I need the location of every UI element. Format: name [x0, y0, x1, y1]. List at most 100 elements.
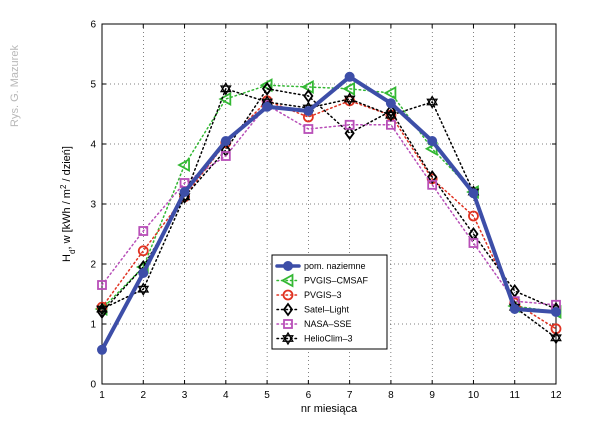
legend-marker-pvgis-3: [282, 289, 294, 301]
hexagram-triangle-down: [426, 98, 439, 109]
series-line-nasa-sse: [101, 104, 557, 306]
y-axis-title: Hd, w [kWh / m2 / dzień]: [59, 146, 77, 262]
hexagram-triangle-up: [426, 95, 439, 106]
y-tick-label: 6: [90, 20, 96, 31]
series-group: [94, 71, 562, 355]
data-point-pom-naziemne: [468, 188, 479, 199]
data-point-nasa-sse: [220, 151, 231, 161]
legend-marker-satel-light: [282, 302, 294, 317]
data-point-helioclim-3: [550, 330, 562, 345]
data-point-pom-naziemne: [303, 106, 314, 116]
legend-marker-pvgis-cmsaf: [280, 273, 294, 288]
x-tick-label: 3: [182, 390, 188, 401]
credit-watermark: Rys. G. Mazurek: [9, 45, 21, 127]
hexagram-triangle-up: [219, 81, 232, 93]
legend-label-satel-light: Satel–Light: [304, 305, 350, 315]
hexagram-triangle-up: [550, 330, 562, 342]
data-point-pom-naziemne: [385, 98, 396, 109]
hexagram-triangle-up: [385, 108, 397, 119]
y-tick-label: 2: [90, 260, 96, 271]
data-point-pom-naziemne: [97, 344, 107, 355]
x-tick-label: 1: [99, 390, 105, 401]
data-point-helioclim-3: [343, 92, 356, 106]
x-tick-label: 10: [468, 390, 480, 401]
data-point-nasa-sse: [138, 226, 149, 236]
data-point-satel-light: [261, 81, 273, 96]
legend-label-pvgis-cmsaf: PVGIS–CMSAF: [304, 276, 369, 286]
data-point-pom-naziemne: [220, 136, 231, 146]
hexagram-triangle-down: [282, 335, 294, 346]
hexagram-triangle-up: [282, 331, 294, 342]
legend-item-pvgis-3: PVGIS–3: [276, 289, 342, 301]
legend-item-nasa-sse: NASA–SSE: [276, 319, 352, 329]
data-point-satel-light: [427, 169, 438, 185]
data-point-pom-naziemne: [344, 71, 355, 82]
legend-marker-nasa-sse: [283, 319, 293, 329]
data-point-helioclim-3: [385, 108, 397, 123]
hexagram-triangle-down: [550, 334, 562, 345]
data-point-pvgis-cmsaf: [259, 78, 273, 93]
x-tick-label: 8: [388, 390, 394, 401]
hexagram-triangle-up: [96, 302, 108, 313]
data-point-helioclim-3: [96, 302, 108, 316]
data-point-satel-light: [509, 283, 520, 299]
legend-marker-helioclim-3: [282, 331, 294, 346]
x-tick-label: 11: [510, 390, 521, 401]
x-axis-title: nr miesiąca: [301, 403, 358, 415]
data-point-pvgis-cmsaf: [342, 81, 356, 96]
legend-label-pvgis-3: PVGIS–3: [304, 290, 342, 300]
data-point-satel-light: [344, 126, 355, 141]
hexagram-triangle-down: [96, 305, 108, 316]
data-point-pvgis-3: [468, 210, 479, 222]
series-line-helioclim-3: [101, 87, 557, 339]
legend-marker-pom-naziemne: [283, 261, 293, 271]
x-tick-label: 4: [223, 390, 229, 401]
legend-box: [271, 254, 388, 350]
series-line-satel-light: [101, 87, 557, 313]
legend-item-pom-naziemne: pom. naziemne: [275, 261, 366, 271]
legend-item-satel-light: Satel–Light: [276, 302, 350, 317]
y-tick-label: 0: [90, 380, 96, 391]
y-tick-label: 1: [90, 320, 96, 331]
legend-item-helioclim-3: HelioClim–3: [276, 331, 353, 346]
data-point-pom-naziemne: [179, 187, 190, 197]
data-point-pom-naziemne: [509, 304, 520, 314]
x-tick-label: 7: [347, 390, 353, 401]
series-pom-naziemne: [97, 71, 561, 355]
data-point-pvgis-cmsaf: [177, 157, 190, 173]
data-point-nasa-sse: [303, 124, 314, 134]
data-point-helioclim-3: [426, 95, 439, 109]
data-point-nasa-sse: [344, 119, 355, 130]
data-point-satel-light: [385, 103, 397, 119]
hexagram-triangle-down: [219, 85, 232, 96]
legend: pom. naziemne PVGIS–CMSAF PVGIS–3 Satel–Lig…: [271, 254, 388, 350]
data-point-helioclim-3: [219, 81, 232, 96]
x-tick-label: 6: [306, 390, 312, 401]
series-line-pom-naziemne: [100, 74, 558, 352]
legend-label-nasa-sse: NASA–SSE: [304, 319, 352, 329]
y-tick-label: 5: [90, 80, 96, 91]
legend-item-pvgis-cmsaf: PVGIS–CMSAF: [276, 273, 369, 288]
x-tick-label: 9: [429, 390, 435, 401]
data-point-pom-naziemne: [551, 307, 561, 317]
data-point-nasa-sse: [97, 280, 107, 290]
hexagram-triangle-up: [343, 92, 356, 103]
hexagram-triangle-down: [343, 95, 356, 106]
legend-label-pom-naziemne: pom. naziemne: [304, 261, 366, 271]
data-point-nasa-sse: [427, 179, 438, 190]
x-tick-label: 2: [140, 390, 146, 401]
data-point-pvgis-cmsaf: [218, 91, 232, 107]
legend-label-helioclim-3: HelioClim–3: [304, 334, 353, 344]
hexagram-triangle-up: [137, 282, 150, 293]
data-point-pom-naziemne: [427, 136, 438, 146]
data-point-pvgis-cmsaf: [383, 85, 397, 101]
x-tick-label: 5: [264, 390, 270, 401]
y-tick-label: 4: [90, 140, 96, 151]
y-tick-label: 3: [90, 200, 96, 211]
hexagram-triangle-down: [385, 111, 397, 123]
data-point-nasa-sse: [468, 238, 479, 248]
data-point-helioclim-3: [137, 282, 150, 296]
x-tick-label: 12: [550, 390, 562, 401]
data-point-pvgis-3: [137, 245, 149, 257]
